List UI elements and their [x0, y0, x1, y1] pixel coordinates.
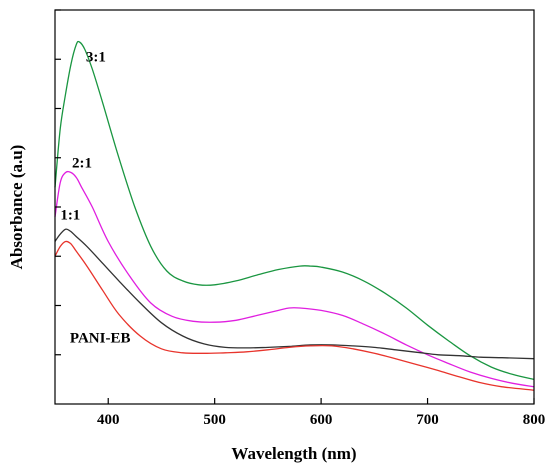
series-line-3 [54, 240, 535, 391]
x-axis-title: Wavelength (nm) [231, 444, 356, 463]
series-label-0: 3:1 [86, 50, 106, 66]
x-tick-label-1: 500 [203, 412, 226, 428]
series-label-3: PANI-EB [70, 330, 131, 346]
x-tick-label-3: 700 [416, 412, 439, 428]
x-tick-label-4: 800 [523, 412, 546, 428]
series-annotations: 3:1 2:1 1:1 PANI-EB [60, 50, 130, 347]
x-tick-label-2: 600 [310, 412, 333, 428]
series-line-1 [54, 170, 535, 388]
series-layer [54, 40, 535, 391]
tick-labels: 400 500 600 700 800 [97, 412, 545, 428]
series-label-1: 2:1 [72, 156, 92, 172]
axis-ticks [55, 9, 535, 404]
series-line-2 [54, 228, 535, 360]
x-tick-label-0: 400 [97, 412, 120, 428]
y-axis-title: Absorbance (a.u) [7, 145, 26, 270]
series-line-0 [54, 40, 535, 381]
series-label-2: 1:1 [60, 207, 80, 223]
